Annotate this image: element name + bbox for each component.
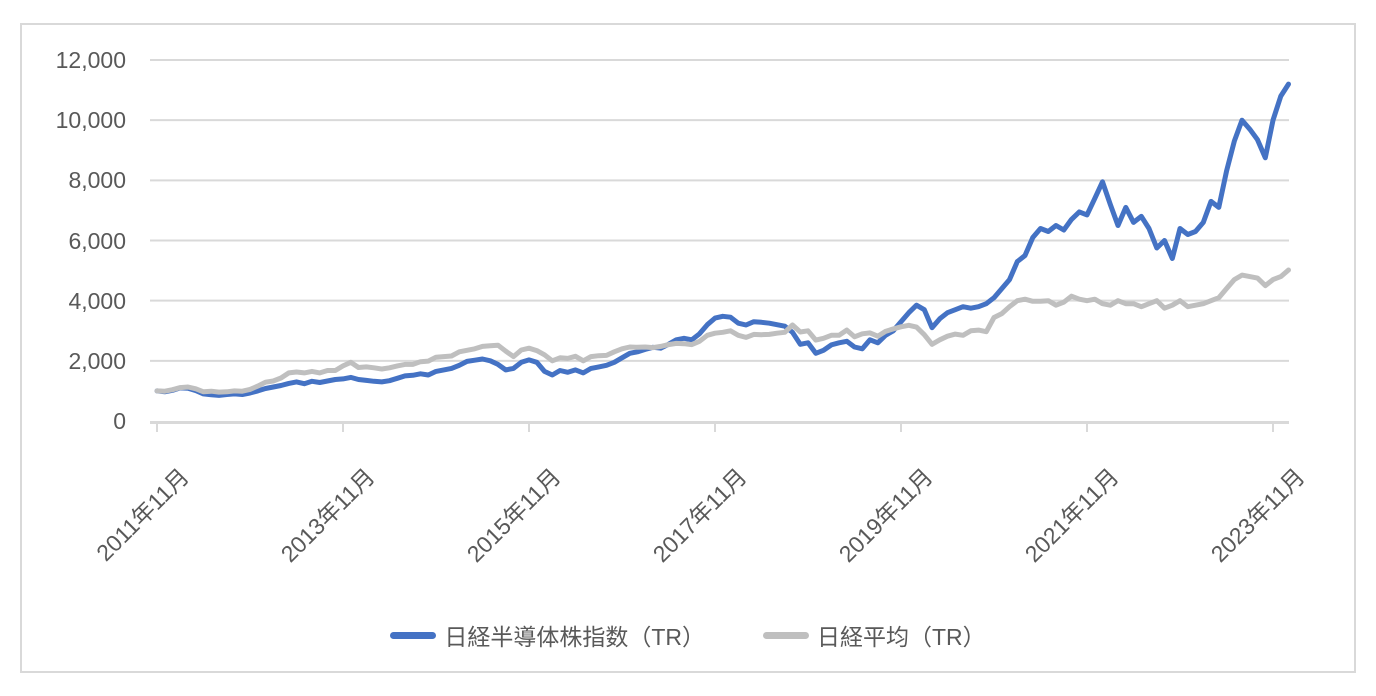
y-axis-tick-label: 8,000 bbox=[68, 167, 126, 194]
legend: 日経半導体株指数（TR） 日経平均（TR） bbox=[0, 618, 1376, 652]
nikkei-average-series-label: 日経平均（TR） bbox=[817, 624, 986, 650]
y-axis-tick-label: 2,000 bbox=[68, 347, 126, 374]
legend-item-nikkei-average: 日経平均（TR） bbox=[763, 618, 986, 652]
legend-item-semiconductor: 日経半導体株指数（TR） bbox=[390, 618, 705, 652]
semiconductor-series-line bbox=[154, 81, 1291, 398]
semiconductor-series-swatch bbox=[390, 631, 437, 639]
y-axis-tick-label: 0 bbox=[113, 408, 126, 434]
y-axis-tick-label: 6,000 bbox=[68, 227, 126, 254]
y-axis-tick-label: 12,000 bbox=[55, 47, 126, 73]
chart-panel bbox=[20, 23, 1356, 673]
y-axis-tick-label: 10,000 bbox=[55, 107, 126, 134]
y-axis-tick-label: 4,000 bbox=[68, 287, 126, 314]
semiconductor-series-label: 日経半導体株指数（TR） bbox=[444, 624, 705, 650]
x-axis bbox=[150, 421, 1289, 432]
nikkei-average-series-line bbox=[154, 267, 1291, 395]
nikkei-average-series-swatch bbox=[763, 631, 809, 639]
